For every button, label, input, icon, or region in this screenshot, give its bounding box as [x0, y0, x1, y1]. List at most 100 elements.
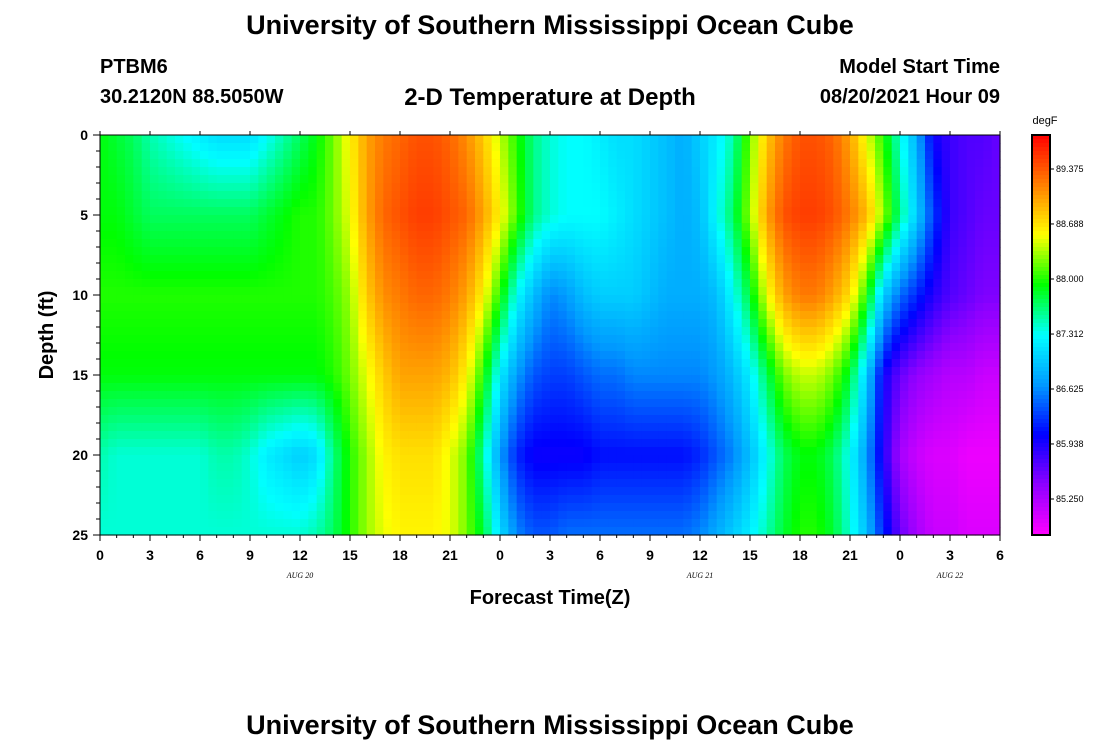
heatmap-cell	[208, 343, 218, 352]
heatmap-cell	[475, 415, 484, 424]
heatmap-cell	[483, 183, 493, 192]
heatmap-cell	[533, 207, 543, 216]
heatmap-cell	[533, 383, 543, 392]
heatmap-cell	[508, 223, 518, 232]
heatmap-cell	[525, 327, 534, 336]
heatmap-cell	[566, 335, 576, 344]
heatmap-cell	[400, 231, 409, 240]
heatmap-cell	[391, 191, 401, 200]
heatmap-cell	[250, 175, 259, 184]
heatmap-cell	[833, 167, 843, 176]
heatmap-cell	[225, 367, 234, 376]
heatmap-cell	[825, 407, 834, 416]
heatmap-cell	[216, 375, 226, 384]
heatmap-cell	[800, 471, 809, 480]
heatmap-cell	[191, 263, 201, 272]
heatmap-cell	[866, 295, 876, 304]
heatmap-cell	[558, 351, 568, 360]
heatmap-cell	[150, 351, 159, 360]
heatmap-cell	[141, 447, 151, 456]
heatmap-cell	[483, 311, 493, 320]
heatmap-cell	[700, 455, 709, 464]
heatmap-cell	[933, 479, 943, 488]
heatmap-cell	[133, 231, 143, 240]
heatmap-cell	[275, 303, 284, 312]
heatmap-cell	[600, 439, 609, 448]
heatmap-cell	[808, 367, 818, 376]
heatmap-cell	[483, 463, 493, 472]
heatmap-cell	[141, 359, 151, 368]
heatmap-cell	[783, 191, 793, 200]
heatmap-cell	[325, 431, 334, 440]
heatmap-cell	[816, 279, 826, 288]
heatmap-cell	[791, 495, 801, 504]
heatmap-cell	[241, 471, 251, 480]
heatmap-cell	[233, 215, 243, 224]
heatmap-cell	[533, 359, 543, 368]
heatmap-cell	[100, 303, 109, 312]
heatmap-cell	[450, 167, 459, 176]
heatmap-cell	[116, 327, 126, 336]
heatmap-cell	[758, 207, 768, 216]
heatmap-cell	[375, 407, 384, 416]
heatmap-cell	[408, 247, 418, 256]
heatmap-cell	[650, 375, 659, 384]
heatmap-cell	[166, 143, 176, 152]
heatmap-cell	[675, 255, 684, 264]
heatmap-cell	[558, 247, 568, 256]
heatmap-cell	[141, 255, 151, 264]
heatmap-cell	[325, 239, 334, 248]
heatmap-cell	[958, 327, 968, 336]
heatmap-cell	[550, 199, 559, 208]
heatmap-cell	[866, 311, 876, 320]
heatmap-cell	[883, 487, 893, 496]
heatmap-cell	[658, 287, 668, 296]
heatmap-cell	[183, 351, 193, 360]
heatmap-cell	[500, 247, 509, 256]
heatmap-cell	[733, 423, 743, 432]
heatmap-cell	[525, 247, 534, 256]
heatmap-cell	[575, 431, 584, 440]
heatmap-cell	[241, 503, 251, 512]
heatmap-cell	[583, 167, 593, 176]
heatmap-cell	[625, 375, 634, 384]
heatmap-cell	[383, 167, 393, 176]
heatmap-cell	[933, 335, 943, 344]
heatmap-cell	[791, 151, 801, 160]
heatmap-cell	[841, 359, 851, 368]
heatmap-cell	[900, 207, 909, 216]
heatmap-cell	[808, 399, 818, 408]
heatmap-cell	[708, 375, 718, 384]
heatmap-cell	[875, 151, 884, 160]
heatmap-cell	[375, 287, 384, 296]
heatmap-cell	[608, 135, 618, 144]
heatmap-cell	[408, 191, 418, 200]
heatmap-cell	[775, 263, 784, 272]
heatmap-cell	[633, 383, 643, 392]
heatmap-cell	[283, 287, 293, 296]
heatmap-cell	[866, 183, 876, 192]
heatmap-cell	[158, 463, 168, 472]
heatmap-cell	[575, 391, 584, 400]
heatmap-cell	[883, 463, 893, 472]
heatmap-cell	[258, 479, 268, 488]
heatmap-cell	[108, 263, 118, 272]
heatmap-cell	[375, 279, 384, 288]
heatmap-cell	[808, 175, 818, 184]
heatmap-cell	[450, 439, 459, 448]
heatmap-cell	[125, 223, 134, 232]
heatmap-cell	[733, 239, 743, 248]
heatmap-cell	[658, 351, 668, 360]
heatmap-cell	[850, 143, 859, 152]
heatmap-cell	[208, 367, 218, 376]
heatmap-cell	[216, 407, 226, 416]
heatmap-cell	[208, 503, 218, 512]
heatmap-cell	[550, 383, 559, 392]
heatmap-cell	[700, 167, 709, 176]
heatmap-cell	[516, 183, 526, 192]
heatmap-cell	[758, 215, 768, 224]
heatmap-cell	[258, 471, 268, 480]
heatmap-cell	[891, 335, 901, 344]
heatmap-cell	[900, 199, 909, 208]
heatmap-cell	[266, 439, 276, 448]
